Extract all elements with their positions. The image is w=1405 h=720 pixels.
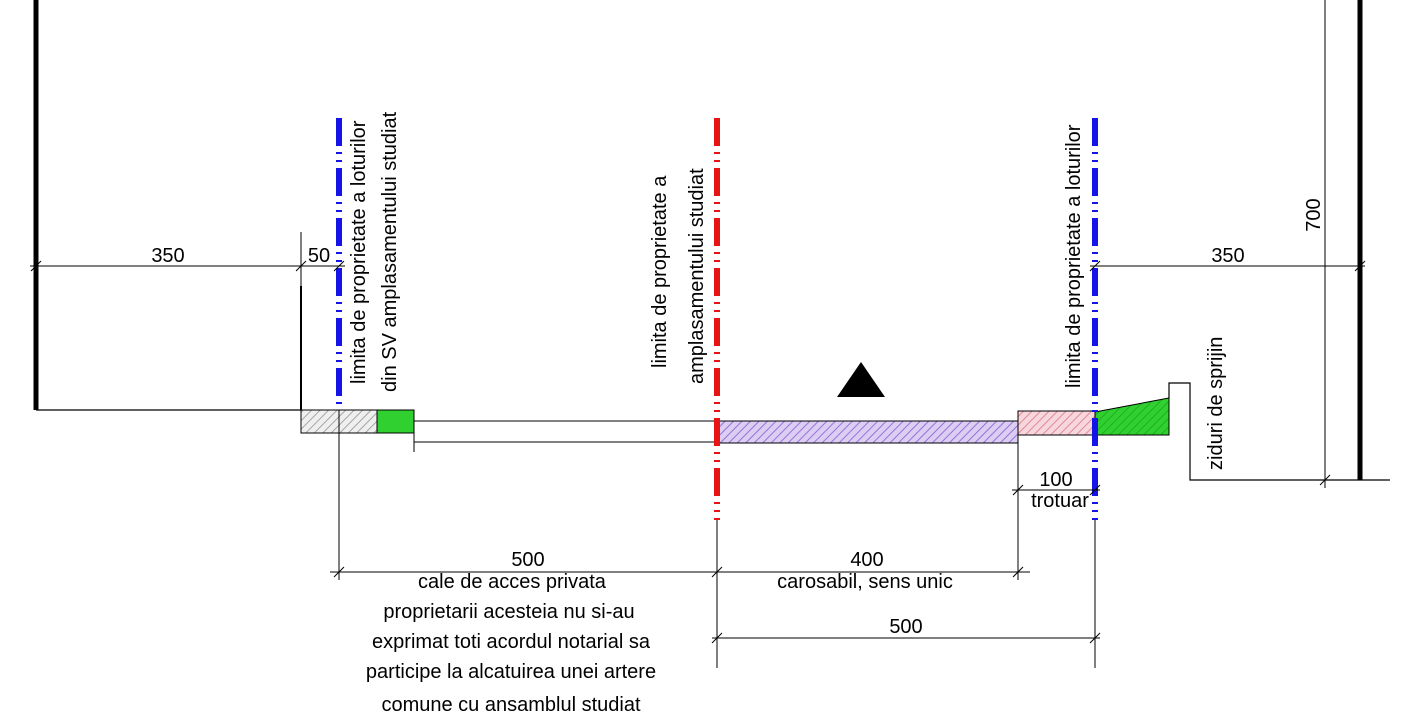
green-slope bbox=[1094, 397, 1170, 436]
dim-sidewalk: 100 bbox=[1039, 469, 1072, 491]
triangle-marker-icon bbox=[837, 362, 885, 397]
note-line: exprimat toti acordul notarial sa bbox=[372, 631, 651, 653]
dim-carriageway: 400 bbox=[850, 549, 883, 571]
label-sv-boundary-1: limita de proprietate a loturilor bbox=[348, 120, 370, 384]
dimension-lines bbox=[30, 100, 1366, 668]
label-carriageway: carosabil, sens unic bbox=[777, 571, 953, 593]
dim-right-offset: 350 bbox=[1211, 245, 1244, 267]
label-sidewalk: trotuar bbox=[1031, 490, 1089, 512]
left-building bbox=[33, 0, 302, 411]
label-sv-boundary-2: din SV amplasamentului studiat bbox=[379, 111, 401, 392]
dim-total-right: 500 bbox=[889, 616, 922, 638]
dim-left-small: 50 bbox=[308, 245, 330, 267]
green-strip-left bbox=[376, 409, 415, 434]
label-right-boundary: limita de proprietate a loturilor bbox=[1063, 124, 1085, 388]
dim-height: 700 bbox=[1303, 198, 1325, 231]
label-study-boundary-2: amplasamentului studiat bbox=[686, 168, 708, 384]
retaining-wall bbox=[1168, 382, 1390, 481]
carriageway-surface bbox=[716, 420, 1019, 444]
note-line: cale de acces privata bbox=[418, 571, 607, 593]
dim-access-road: 500 bbox=[511, 549, 544, 571]
sidewalk-surface bbox=[1017, 410, 1096, 436]
right-building bbox=[1324, 0, 1363, 488]
access-road-surface bbox=[414, 420, 717, 443]
note-line: comune cu ansamblul studiat bbox=[381, 694, 640, 716]
label-retaining-walls: ziduri de sprijin bbox=[1205, 337, 1227, 470]
note-line: proprietarii acesteia nu si-au bbox=[383, 601, 634, 623]
note-line: participe la alcatuirea unei artere bbox=[366, 661, 656, 683]
access-road-note: cale de acces privata proprietarii acest… bbox=[366, 571, 656, 716]
dim-left-offset: 350 bbox=[151, 245, 184, 267]
label-study-boundary-1: limita de proprietate a bbox=[649, 175, 671, 368]
